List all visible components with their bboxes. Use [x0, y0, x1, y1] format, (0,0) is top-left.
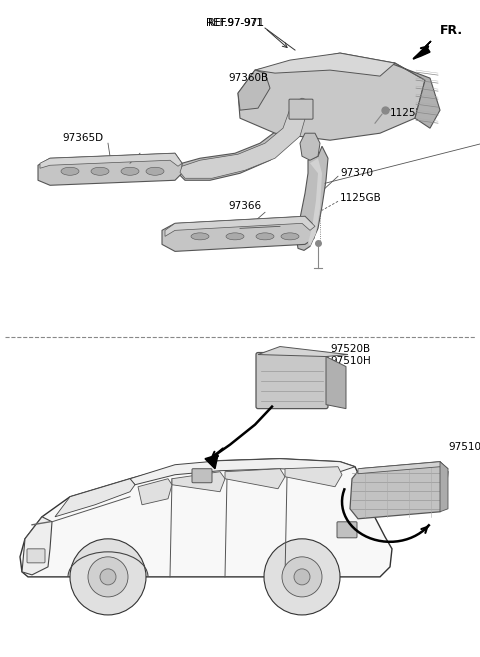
FancyBboxPatch shape — [289, 99, 313, 119]
Polygon shape — [55, 479, 135, 517]
Circle shape — [100, 569, 116, 585]
Polygon shape — [238, 70, 270, 110]
Text: 97510B: 97510B — [448, 442, 480, 451]
FancyBboxPatch shape — [337, 522, 357, 538]
Text: 1125KF: 1125KF — [390, 108, 429, 118]
Polygon shape — [225, 468, 285, 489]
Text: REF.97-971: REF.97-971 — [208, 18, 262, 28]
Text: 97510H: 97510H — [330, 355, 371, 365]
Ellipse shape — [256, 233, 274, 240]
FancyBboxPatch shape — [27, 549, 45, 563]
Circle shape — [70, 539, 146, 615]
Polygon shape — [238, 53, 425, 140]
FancyBboxPatch shape — [192, 468, 212, 483]
Polygon shape — [22, 517, 52, 575]
Text: 97366: 97366 — [228, 201, 261, 212]
Polygon shape — [358, 462, 448, 474]
Polygon shape — [285, 466, 342, 487]
Text: 97370: 97370 — [340, 168, 373, 178]
Polygon shape — [180, 98, 310, 178]
Circle shape — [282, 557, 322, 597]
Polygon shape — [40, 153, 182, 168]
Text: REF.97-971: REF.97-971 — [206, 18, 264, 28]
Polygon shape — [162, 216, 315, 252]
Polygon shape — [440, 462, 448, 512]
Text: 1125GB: 1125GB — [340, 193, 382, 203]
Polygon shape — [258, 346, 348, 357]
Polygon shape — [178, 100, 308, 180]
Polygon shape — [413, 41, 431, 59]
Polygon shape — [255, 53, 395, 76]
Ellipse shape — [191, 233, 209, 240]
Polygon shape — [38, 153, 182, 185]
Polygon shape — [20, 459, 392, 577]
Polygon shape — [308, 158, 322, 246]
FancyBboxPatch shape — [256, 353, 328, 409]
Polygon shape — [300, 133, 320, 160]
Ellipse shape — [281, 233, 299, 240]
Polygon shape — [350, 462, 448, 519]
Text: FR.: FR. — [440, 24, 463, 37]
Text: 97520B: 97520B — [330, 344, 370, 353]
Text: 97365D: 97365D — [62, 133, 103, 143]
Polygon shape — [138, 479, 172, 505]
Circle shape — [294, 569, 310, 585]
Text: 97360B: 97360B — [228, 73, 268, 83]
Circle shape — [264, 539, 340, 615]
Ellipse shape — [146, 168, 164, 175]
Circle shape — [88, 557, 128, 597]
Polygon shape — [296, 147, 328, 250]
Ellipse shape — [121, 168, 139, 175]
Polygon shape — [172, 472, 225, 491]
Polygon shape — [205, 455, 218, 468]
Polygon shape — [130, 459, 355, 485]
Polygon shape — [326, 357, 346, 409]
Ellipse shape — [61, 168, 79, 175]
Polygon shape — [165, 216, 315, 237]
Polygon shape — [390, 63, 440, 128]
Ellipse shape — [91, 168, 109, 175]
Ellipse shape — [226, 233, 244, 240]
